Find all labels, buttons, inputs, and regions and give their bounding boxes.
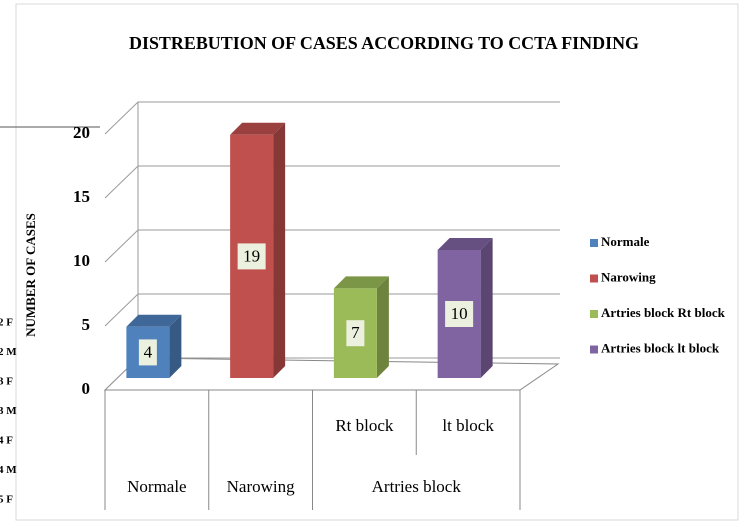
side-fragment: 4 F <box>0 435 13 447</box>
bar-top <box>437 238 493 250</box>
bar-top <box>230 122 286 135</box>
data-label-box <box>237 243 266 270</box>
x-tick-label: Narowing <box>227 477 295 496</box>
side-fragment: 2 F <box>0 317 13 329</box>
data-label: 10 <box>451 304 468 323</box>
legend-label: Artries block Rt block <box>601 305 726 320</box>
data-label-box <box>138 339 157 366</box>
bar-side <box>480 238 493 378</box>
y-tick-label: 5 <box>82 315 91 334</box>
bar-top <box>126 314 182 327</box>
legend-swatch <box>590 274 598 283</box>
y-tick-label: 15 <box>73 187 90 206</box>
y-axis-label: NUMBER OF CASES <box>23 213 38 337</box>
data-label: 19 <box>243 246 260 265</box>
chart-title: DISTREBUTION OF CASES ACCORDING TO CCTA … <box>129 33 639 53</box>
x-sub-label: lt block <box>442 416 494 435</box>
legend-swatch <box>590 310 598 318</box>
legend-swatch <box>590 239 598 247</box>
data-label-box <box>445 301 474 327</box>
bar-top <box>333 276 389 289</box>
grid-line <box>104 101 560 135</box>
legend-label: Narowing <box>601 269 656 284</box>
data-label-box <box>346 320 365 347</box>
y-tick-label: 20 <box>73 123 90 142</box>
data-label: 4 <box>144 342 153 361</box>
bar-side <box>169 314 182 378</box>
side-fragment: 4 M <box>0 464 17 476</box>
legend-label: Artries block lt block <box>601 340 720 355</box>
data-label: 7 <box>351 323 360 342</box>
side-fragment: 3 F <box>0 376 13 388</box>
y-tick-label: 10 <box>73 251 90 270</box>
grid-line <box>104 165 560 199</box>
legend-swatch <box>590 345 598 354</box>
x-sub-label: Rt block <box>335 416 394 435</box>
side-fragment: 5 F <box>0 494 13 506</box>
bar-side <box>376 276 389 378</box>
grid-line <box>104 229 560 263</box>
x-tick-label: Artries block <box>372 477 462 496</box>
side-fragment: 3 M <box>0 405 17 417</box>
side-fragment: 2 M <box>0 346 17 358</box>
bar-side <box>273 122 286 378</box>
chart-frame <box>15 3 739 521</box>
grid-line <box>104 293 560 327</box>
x-tick-label: Normale <box>127 477 186 496</box>
legend-label: Normale <box>601 234 650 249</box>
y-tick-label: 0 <box>82 379 91 398</box>
